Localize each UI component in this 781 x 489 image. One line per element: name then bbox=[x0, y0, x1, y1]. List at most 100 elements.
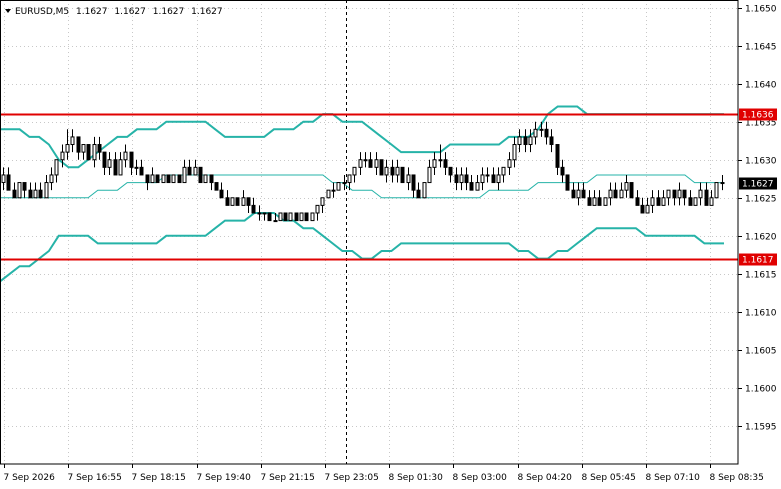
candle-body bbox=[54, 159, 59, 176]
candle-body bbox=[198, 166, 203, 184]
candle-body bbox=[219, 189, 224, 199]
ohlc-high: 1.1627 bbox=[114, 7, 146, 17]
candle-body bbox=[650, 197, 655, 206]
x-tick-label: 8 Sep 08:35 bbox=[710, 473, 764, 483]
candle-body bbox=[469, 182, 474, 191]
candle-body bbox=[714, 182, 719, 199]
candle-body bbox=[656, 197, 661, 206]
candle-body bbox=[92, 144, 97, 161]
candle-body bbox=[459, 174, 464, 184]
candle-body bbox=[501, 166, 506, 176]
candle-body bbox=[635, 197, 640, 206]
candle-body bbox=[187, 166, 192, 176]
candle-body bbox=[491, 174, 496, 184]
candle-body bbox=[560, 166, 565, 176]
candle-body bbox=[294, 212, 299, 222]
level-marker-label: 1.1636 bbox=[742, 111, 774, 121]
y-tick-label: 1.1620 bbox=[745, 233, 777, 243]
candle-body bbox=[576, 189, 581, 199]
candle-body bbox=[182, 166, 187, 184]
candle-body bbox=[44, 182, 49, 199]
candle-body bbox=[640, 204, 645, 214]
x-tick-label: 7 Sep 2026 bbox=[4, 473, 56, 483]
candle-body bbox=[177, 174, 182, 184]
candle-body bbox=[533, 128, 538, 138]
x-tick-label: 7 Sep 19:40 bbox=[197, 473, 252, 483]
y-tick-label: 1.1635 bbox=[745, 119, 777, 129]
candle-body bbox=[368, 159, 373, 168]
y-tick-label: 1.1595 bbox=[745, 423, 777, 433]
candle-body bbox=[81, 144, 86, 153]
candle-body bbox=[613, 189, 618, 199]
candle-body bbox=[427, 166, 432, 184]
candle-body bbox=[225, 197, 230, 206]
candle-body bbox=[347, 174, 352, 184]
candle-body bbox=[438, 159, 443, 162]
candle-body bbox=[416, 189, 421, 199]
candle-body bbox=[22, 182, 27, 191]
candle-body bbox=[251, 204, 256, 214]
candle-body bbox=[677, 189, 682, 199]
chart-menu-arrow-icon[interactable] bbox=[5, 9, 11, 13]
candle-body bbox=[304, 212, 309, 222]
candle-body bbox=[603, 197, 608, 206]
candle-body bbox=[400, 166, 405, 184]
candle-body bbox=[390, 166, 395, 176]
plot-border bbox=[0, 0, 739, 465]
candle-body bbox=[193, 166, 198, 176]
ohlc-open: 1.1627 bbox=[76, 7, 108, 17]
candle-body bbox=[565, 174, 570, 191]
candle-body bbox=[288, 212, 293, 222]
candle-body bbox=[682, 189, 687, 199]
candle-body bbox=[581, 189, 586, 199]
candle-body bbox=[661, 197, 666, 206]
candle-body bbox=[331, 189, 336, 192]
candle-body bbox=[528, 136, 533, 146]
candle-body bbox=[629, 182, 634, 199]
y-tick-label: 1.1650 bbox=[745, 5, 777, 15]
candle-body bbox=[517, 136, 522, 146]
candle-body bbox=[310, 212, 315, 222]
candle-body bbox=[688, 197, 693, 206]
candle-body bbox=[262, 212, 267, 215]
candle-body bbox=[384, 166, 389, 176]
candle-body bbox=[624, 182, 629, 191]
ohlc-low: 1.1627 bbox=[153, 7, 185, 17]
current-price-label: 1.1627 bbox=[742, 180, 774, 190]
y-tick-label: 1.1610 bbox=[745, 309, 777, 319]
level-marker bbox=[739, 108, 777, 121]
x-tick-label: 7 Sep 23:05 bbox=[325, 473, 379, 483]
candle-body bbox=[123, 151, 128, 161]
candle-body bbox=[485, 174, 490, 177]
candle-body bbox=[523, 136, 528, 146]
y-tick-label: 1.1605 bbox=[745, 347, 777, 357]
candle-body bbox=[134, 166, 139, 169]
candle-body bbox=[155, 174, 160, 184]
candle-body bbox=[464, 174, 469, 184]
candle-body bbox=[129, 151, 134, 168]
candle-body bbox=[246, 197, 251, 206]
candle-body bbox=[666, 189, 671, 199]
candle-body bbox=[374, 159, 379, 168]
candle-body bbox=[363, 159, 368, 162]
candle-body bbox=[65, 144, 70, 153]
candle-body bbox=[203, 174, 208, 184]
current-price-marker bbox=[739, 177, 777, 190]
candle-body bbox=[320, 197, 325, 206]
candle-body bbox=[549, 136, 554, 146]
candle-body bbox=[571, 189, 576, 199]
candle-body bbox=[454, 174, 459, 184]
candle-body bbox=[480, 174, 485, 184]
candle-body bbox=[6, 174, 11, 191]
candle-body bbox=[230, 197, 235, 206]
candle-body bbox=[709, 197, 714, 206]
y-tick-label: 1.1645 bbox=[745, 43, 777, 53]
candle-body bbox=[171, 174, 176, 184]
candle-body bbox=[315, 204, 320, 214]
candle-body bbox=[720, 182, 725, 185]
candle-body bbox=[299, 212, 304, 222]
candle-body bbox=[608, 189, 613, 199]
candle-body bbox=[704, 189, 709, 206]
